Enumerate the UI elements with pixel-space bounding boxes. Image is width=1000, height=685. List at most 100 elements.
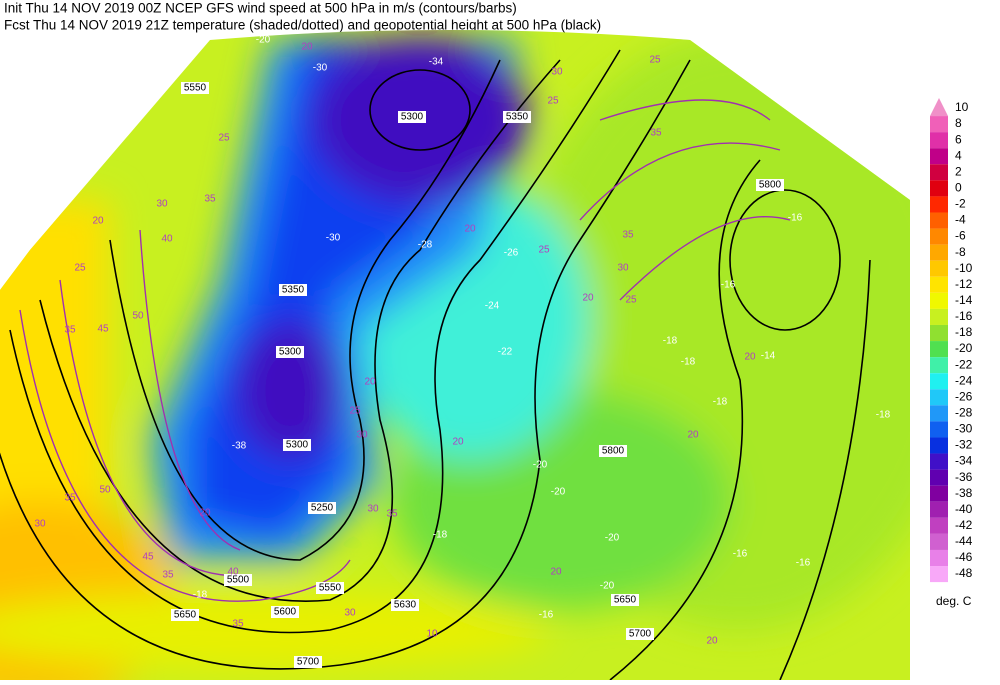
header-line-1: Init Thu 14 NOV 2019 00Z NCEP GFS wind s… [4,1,517,16]
colorbar-label: 2 [955,164,962,178]
colorbar-swatch [930,292,948,309]
wind-label: 25 [218,133,230,144]
temperature-label: -20 [600,581,615,592]
heights-label: 5300 [401,112,424,123]
wind-label: 35 [650,128,662,139]
colorbar-label: -26 [955,389,973,403]
temperature-label: -16 [539,610,554,621]
height-label-box [626,628,654,640]
colorbar-swatch [930,389,948,406]
height-label-box [279,284,307,296]
colorbar-unit: deg. C [936,594,972,608]
colorbar-swatch [930,437,948,454]
temperature-label: -20 [551,487,566,498]
colorbar-label: -4 [955,213,966,227]
colorbar-arrow [930,98,948,116]
temperature-label: -14 [761,351,776,362]
wind-label: 20 [464,224,476,235]
colorbar-swatch [930,164,948,181]
wind-label: 30 [156,199,168,210]
colorbar-label: 10 [955,100,969,114]
colorbar-label: 4 [955,148,962,162]
temperature-label: -18 [663,336,678,347]
wind-label: 20 [92,216,104,227]
heights-label: 5700 [629,629,652,640]
colorbar-label: -24 [955,373,973,387]
colorbar-swatch [930,485,948,502]
wind-label: 35 [64,325,76,336]
heights-label: 5350 [282,285,305,296]
wind-label: 25 [625,295,637,306]
colorbar-label: -30 [955,422,973,436]
wind-label: 30 [617,263,629,274]
colorbar-swatch [930,453,948,470]
wind-label: 20 [199,508,211,519]
colorbar-swatch [930,357,948,374]
wind-label: 35 [622,230,634,241]
wind-label: 20 [452,437,464,448]
colorbar-label: -10 [955,261,973,275]
heights-label: 5650 [174,610,197,621]
height-label-box [611,594,639,606]
heights-label: 5800 [759,180,782,191]
height-label-box [283,439,311,451]
wind-label: 30 [367,504,379,515]
colorbar-swatch [930,244,948,261]
map-labels: 5550 5300 5350 5350 5300 5300 5250 5500 5550 5600… [34,35,891,668]
temperature-label: -20 [533,460,548,471]
colorbar-label: -44 [955,534,973,548]
colorbar-label: -28 [955,406,973,420]
height-contours [0,49,871,680]
wind-label: 35 [162,570,174,581]
temperature-label: -30 [313,63,328,74]
colorbar-swatch [930,341,948,358]
colorbar-swatch [930,260,948,277]
colorbar-label: -32 [955,438,973,452]
heights-label: 5800 [602,446,625,457]
heights-label: 5300 [286,440,309,451]
height-label-box [271,606,299,618]
wind-label: 35 [64,493,76,504]
colorbar-label: -12 [955,277,973,291]
heights-label: 5550 [184,83,207,94]
wind-label: 50 [132,311,144,322]
temperature-label: -18 [713,397,728,408]
colorbar-swatch [930,276,948,293]
wind-label: 20 [301,42,313,53]
colorbar-label: -2 [955,197,966,211]
heights-label: 5630 [394,600,417,611]
colorbar-swatch [930,324,948,342]
height-label-box [308,502,336,514]
colorbar-label: 0 [955,181,962,195]
height-label-box [276,346,304,358]
height-label-box [316,582,344,594]
colorbar-swatch [930,180,948,197]
temperature-label: -16 [788,213,803,224]
colorbar-swatch [930,132,948,149]
temperature-label: -18 [433,530,448,541]
wind-label: 40 [161,234,173,245]
wind-label: 20 [582,293,594,304]
colorbar-label: -20 [955,341,973,355]
height-label-box [224,574,252,586]
colorbar-label: -36 [955,470,973,484]
colorbar: 10 8 6 4 2 0 -2 -4 -6 -8 -10 -12 -14 -16 -18 -20 -22 -24 -… [930,98,973,583]
colorbar-swatch [930,116,948,133]
heights-label: 5550 [319,583,342,594]
colorbar-label: 8 [955,116,962,130]
heights-label: 5600 [274,607,297,618]
temperature-label: -16 [721,280,736,291]
height-label-box [294,656,322,668]
wind-label: 40 [227,567,239,578]
heights-label: 5500 [227,575,250,586]
colorbar-swatch [930,549,948,567]
colorbar-swatch [930,421,948,438]
temperature-label: -16 [796,558,811,569]
colorbar-label: -22 [955,357,973,371]
colorbar-swatch [930,566,948,583]
colorbar-label: -46 [955,550,973,564]
wind-label: 45 [97,324,109,335]
wind-label: 30 [356,430,368,441]
colorbar-swatch [930,373,948,390]
